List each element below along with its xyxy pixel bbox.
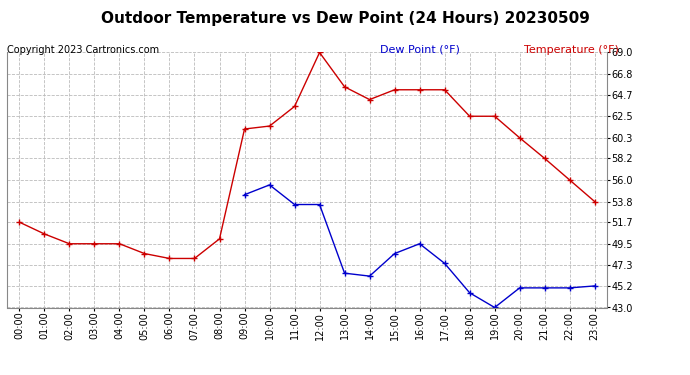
Text: Copyright 2023 Cartronics.com: Copyright 2023 Cartronics.com [7,45,159,55]
Text: Temperature (°F): Temperature (°F) [524,45,620,55]
Text: Dew Point (°F): Dew Point (°F) [380,45,460,55]
Text: Outdoor Temperature vs Dew Point (24 Hours) 20230509: Outdoor Temperature vs Dew Point (24 Hou… [101,11,589,26]
